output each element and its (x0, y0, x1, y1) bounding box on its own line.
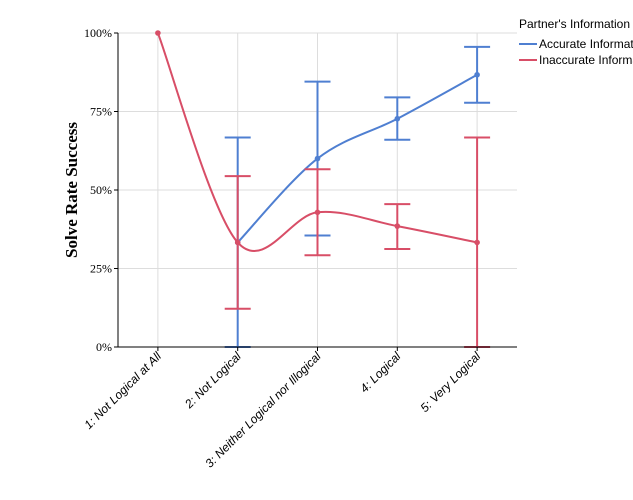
data-point (394, 223, 401, 229)
y-tick-label: 50% (90, 183, 112, 197)
legend: Partner's Information Accurate Informat i… (519, 17, 633, 67)
y-tick-label: 25% (90, 262, 112, 276)
x-tick-label: 4: Logical (357, 349, 403, 395)
series-layer (155, 30, 491, 348)
data-point (234, 239, 241, 246)
y-ticks: 0% 25% 50% 75% 100% (84, 26, 118, 354)
series-line (236, 73, 478, 244)
data-point (394, 115, 401, 122)
legend-entry: Inaccurate Information (539, 53, 633, 67)
y-axis-label: Solve Rate Success (62, 122, 81, 258)
data-point (474, 239, 480, 246)
data-point (474, 71, 480, 78)
x-tick-label: 2: Not Logical (181, 349, 244, 412)
legend-entry: Accurate Information (539, 37, 633, 51)
y-tick-label: 0% (96, 340, 112, 354)
x-tick-label: 1: Not Logical at All (81, 349, 164, 432)
y-tick-label: 75% (90, 105, 112, 119)
data-point (314, 155, 321, 162)
series-line (156, 32, 478, 252)
data-point (314, 209, 321, 216)
y-tick-label: 100% (84, 26, 112, 40)
data-point (155, 30, 161, 36)
series-0 (224, 45, 491, 348)
x-tick-label: 5: Very Logical (418, 349, 484, 415)
legend-title: Partner's Information (519, 17, 630, 31)
